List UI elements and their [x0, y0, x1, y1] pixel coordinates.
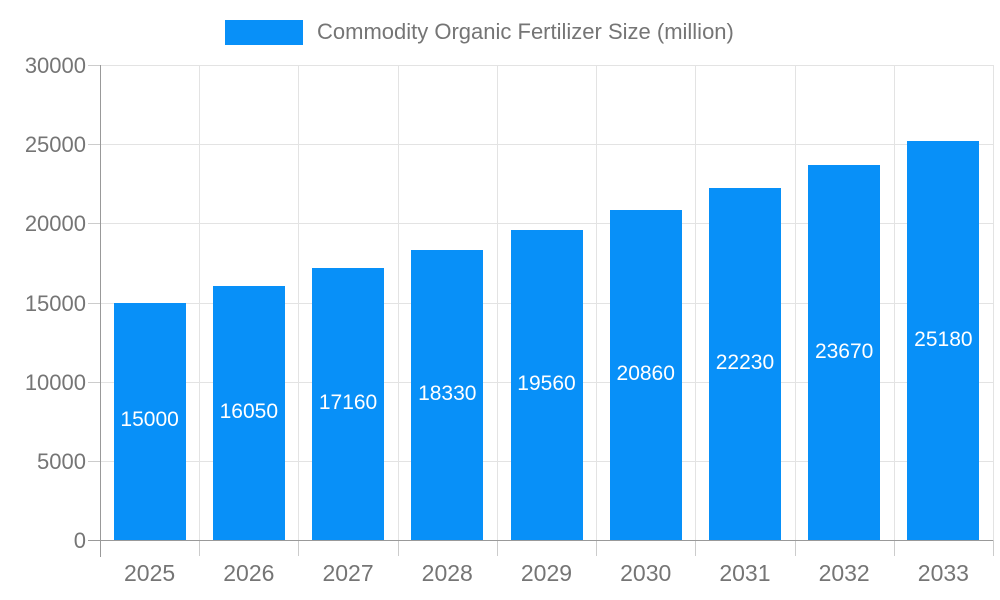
- bar-value-label: 22230: [715, 351, 775, 374]
- bar-value-label: 18330: [418, 381, 477, 405]
- x-axis-tick: [695, 540, 697, 556]
- y-axis-tick-label: 0: [73, 528, 86, 553]
- v-gridline: [496, 65, 498, 540]
- v-gridline: [993, 65, 994, 540]
- h-gridline: [100, 65, 993, 66]
- bar[interactable]: [312, 268, 385, 540]
- v-gridline: [397, 65, 399, 540]
- x-axis-tick-label: 2028: [421, 560, 473, 586]
- y-axis-tick-label: 5000: [37, 448, 86, 474]
- bar[interactable]: [907, 141, 980, 540]
- x-axis-tick: [893, 540, 895, 556]
- x-axis-tick-label: 2032: [818, 560, 870, 586]
- bar[interactable]: [113, 302, 186, 540]
- x-axis-tick-label: 2033: [917, 560, 969, 586]
- x-axis-tick: [298, 540, 300, 556]
- y-axis-tick-label: 10000: [24, 369, 86, 395]
- legend-swatch-icon: [225, 19, 303, 45]
- bar-value-label: 23670: [814, 339, 874, 363]
- x-axis-tick-label: 2030: [620, 560, 672, 586]
- y-axis-tick-label: 30000: [24, 53, 86, 78]
- v-gridline: [893, 65, 895, 540]
- x-axis-tick-label: 2031: [719, 560, 771, 586]
- bar[interactable]: [411, 249, 484, 540]
- bar-value-label: 15000: [120, 408, 179, 432]
- y-axis-tick: [88, 302, 100, 304]
- bar[interactable]: [808, 165, 881, 540]
- bar[interactable]: [212, 285, 285, 540]
- x-axis-tick: [993, 540, 994, 556]
- y-axis-tick: [88, 65, 100, 66]
- v-gridline: [298, 65, 300, 540]
- y-axis-tick: [88, 381, 100, 383]
- y-axis-tick: [88, 460, 100, 462]
- x-axis-tick: [794, 540, 796, 556]
- v-gridline: [199, 65, 201, 540]
- v-gridline: [794, 65, 796, 540]
- y-axis-tick-label: 20000: [24, 211, 86, 237]
- y-axis-tick-label: 15000: [24, 290, 86, 316]
- bar-value-label: 20860: [616, 361, 675, 385]
- x-axis-tick-label: 2029: [520, 560, 573, 586]
- v-gridline: [695, 65, 697, 540]
- bar[interactable]: [708, 188, 781, 540]
- legend-label: Commodity Organic Fertilizer Size (milli…: [317, 19, 734, 44]
- x-axis-line: [88, 540, 993, 541]
- y-axis-tick-label: 25000: [24, 132, 86, 158]
- h-gridline: [100, 223, 993, 225]
- v-gridline: [596, 65, 598, 540]
- x-axis-tick-label: 2025: [124, 560, 176, 586]
- y-axis-tick: [88, 223, 100, 225]
- y-axis-tick: [88, 144, 100, 146]
- bar-value-label: 16050: [219, 399, 279, 423]
- x-axis-tick: [496, 540, 498, 556]
- y-axis-line: [100, 65, 101, 557]
- x-axis-tick: [596, 540, 598, 556]
- bar-value-label: 25180: [914, 327, 973, 351]
- legend[interactable]: Commodity Organic Fertilizer Size (milli…: [225, 18, 734, 46]
- x-axis-tick-label: 2027: [322, 560, 374, 586]
- x-axis-tick: [199, 540, 201, 556]
- bar[interactable]: [510, 230, 583, 540]
- bar-value-label: 17160: [318, 391, 378, 415]
- x-axis-tick-label: 2026: [223, 560, 275, 586]
- bar-value-label: 19560: [517, 372, 576, 396]
- x-axis-tick: [397, 540, 399, 556]
- h-gridline: [100, 144, 993, 146]
- bar[interactable]: [609, 209, 682, 540]
